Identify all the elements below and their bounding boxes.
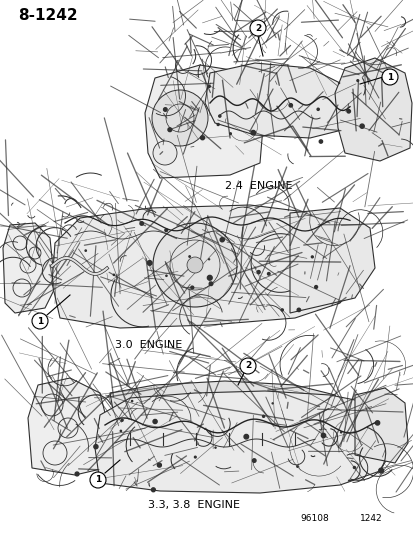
Circle shape — [163, 108, 167, 111]
Circle shape — [229, 133, 231, 134]
Polygon shape — [204, 63, 354, 138]
Circle shape — [85, 250, 86, 251]
Circle shape — [359, 124, 363, 128]
Circle shape — [200, 136, 204, 140]
Circle shape — [209, 282, 212, 286]
Circle shape — [296, 466, 297, 467]
Circle shape — [75, 472, 79, 476]
Circle shape — [187, 257, 202, 273]
Circle shape — [32, 313, 48, 329]
Circle shape — [262, 415, 264, 417]
Circle shape — [153, 223, 236, 307]
Circle shape — [338, 83, 339, 84]
Text: 1: 1 — [95, 475, 101, 484]
Circle shape — [190, 286, 193, 289]
Text: 2: 2 — [244, 361, 251, 370]
Circle shape — [378, 468, 382, 473]
Circle shape — [218, 115, 221, 117]
Circle shape — [131, 400, 133, 402]
Circle shape — [151, 488, 155, 492]
Polygon shape — [289, 208, 374, 313]
Circle shape — [194, 456, 196, 458]
Circle shape — [297, 308, 300, 312]
Circle shape — [208, 85, 210, 87]
Circle shape — [340, 432, 341, 433]
Circle shape — [280, 309, 282, 311]
Circle shape — [311, 256, 313, 258]
Text: 2.4  ENGINE: 2.4 ENGINE — [224, 181, 292, 191]
Text: 3.0  ENGINE: 3.0 ENGINE — [115, 340, 182, 350]
Text: 1: 1 — [386, 72, 392, 82]
Text: 8-1242: 8-1242 — [18, 8, 78, 23]
Circle shape — [164, 229, 167, 231]
Circle shape — [288, 103, 292, 107]
Text: 3.3, 3.8  ENGINE: 3.3, 3.8 ENGINE — [147, 500, 240, 510]
Polygon shape — [354, 388, 407, 463]
Circle shape — [320, 433, 325, 438]
Circle shape — [353, 466, 354, 469]
Circle shape — [207, 276, 212, 280]
Text: 1242: 1242 — [359, 514, 382, 523]
Circle shape — [157, 463, 161, 467]
Circle shape — [153, 141, 177, 165]
Circle shape — [346, 109, 349, 113]
Text: 96108: 96108 — [299, 514, 328, 523]
Circle shape — [214, 447, 216, 448]
Circle shape — [243, 434, 248, 439]
Circle shape — [240, 358, 255, 374]
Circle shape — [381, 69, 397, 85]
Circle shape — [147, 261, 152, 265]
Text: 1: 1 — [37, 317, 43, 326]
Text: 2: 2 — [254, 23, 261, 33]
Circle shape — [120, 430, 121, 432]
Polygon shape — [145, 65, 264, 178]
Circle shape — [318, 140, 322, 143]
Circle shape — [168, 128, 171, 132]
Circle shape — [267, 272, 269, 275]
Circle shape — [314, 286, 317, 288]
Polygon shape — [334, 58, 411, 161]
Circle shape — [188, 256, 190, 257]
Circle shape — [208, 259, 209, 260]
Circle shape — [256, 271, 259, 273]
Circle shape — [220, 238, 224, 242]
Circle shape — [271, 403, 273, 404]
Circle shape — [316, 108, 318, 110]
Circle shape — [250, 131, 255, 135]
Circle shape — [153, 419, 157, 424]
Polygon shape — [28, 378, 110, 475]
Circle shape — [152, 90, 207, 146]
Circle shape — [140, 222, 143, 225]
Circle shape — [375, 421, 379, 425]
Circle shape — [249, 20, 266, 36]
Circle shape — [217, 124, 218, 125]
Polygon shape — [95, 391, 394, 493]
Circle shape — [121, 419, 123, 421]
Polygon shape — [110, 381, 339, 433]
Circle shape — [166, 275, 167, 277]
Circle shape — [113, 274, 114, 276]
Circle shape — [90, 472, 106, 488]
Circle shape — [94, 445, 98, 449]
Circle shape — [252, 459, 255, 462]
Circle shape — [356, 80, 358, 82]
Polygon shape — [3, 223, 55, 313]
Polygon shape — [52, 205, 359, 328]
